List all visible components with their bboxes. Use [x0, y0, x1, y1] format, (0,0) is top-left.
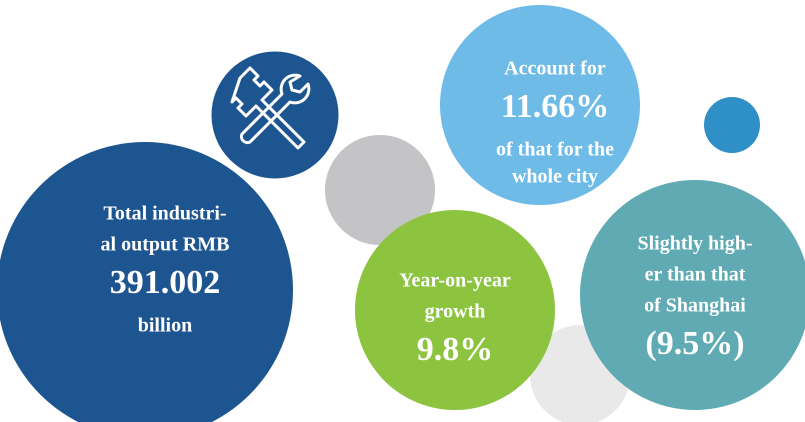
figure: (9.5%)	[645, 325, 744, 362]
caption: of Shanghai	[644, 295, 746, 317]
caption: Account for	[504, 58, 606, 80]
caption: al output RMB	[101, 234, 230, 256]
figure: 391.002	[110, 264, 221, 301]
small-blue-circle	[704, 97, 760, 153]
dark-blue-circle	[0, 142, 293, 422]
caption: Year-on-year	[399, 270, 511, 292]
tools-icon	[230, 66, 311, 150]
figure: 11.66%	[501, 88, 610, 125]
gray-circle	[325, 135, 435, 245]
caption: er than that	[645, 264, 746, 286]
caption: billion	[138, 315, 192, 337]
texts: Total industri-al output RMB 391.002 billi…	[101, 58, 753, 368]
light-blue-circle	[440, 5, 640, 205]
caption: growth	[425, 301, 486, 323]
green-circle	[355, 210, 555, 410]
caption: whole city	[512, 166, 598, 188]
figure: 9.8%	[417, 331, 494, 368]
caption: of that for the	[496, 139, 614, 161]
caption: Slightly high-	[637, 233, 752, 255]
teal-circle	[580, 180, 805, 410]
caption: Total industri-	[103, 203, 226, 225]
